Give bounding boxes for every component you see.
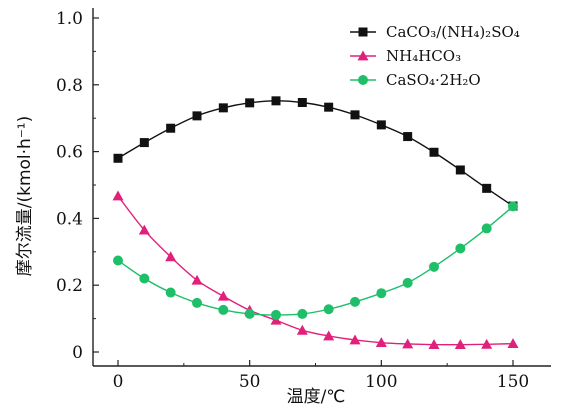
data-point — [165, 287, 176, 298]
data-point — [481, 338, 493, 349]
data-point — [324, 102, 334, 112]
data-point — [349, 334, 361, 345]
y-tick-label: 0.2 — [56, 276, 83, 296]
data-point — [218, 304, 229, 315]
data-point — [481, 223, 492, 234]
y-tick-label: 1.0 — [56, 9, 83, 29]
series-line — [117, 195, 514, 346]
data-point — [428, 339, 440, 350]
series-line — [117, 205, 514, 316]
data-point — [271, 309, 281, 320]
data-point — [507, 338, 519, 349]
data-point — [455, 243, 466, 254]
data-point — [375, 337, 387, 348]
x-tick-label: 0 — [113, 372, 124, 392]
data-point — [192, 297, 202, 308]
data-point — [191, 274, 203, 285]
series-layer — [112, 96, 519, 350]
data-point — [482, 183, 492, 193]
data-point — [218, 103, 228, 113]
data-point — [402, 277, 413, 288]
data-point — [323, 330, 335, 341]
data-point — [350, 110, 360, 120]
y-tick-label: 0.6 — [56, 143, 83, 163]
data-point — [112, 190, 124, 201]
x-axis-title: 温度/℃ — [287, 387, 346, 407]
data-point — [244, 308, 255, 319]
legend-label: CaSO₄·2H₂O — [386, 71, 481, 89]
data-point — [350, 296, 360, 307]
data-point — [192, 111, 202, 121]
legend-marker — [358, 75, 368, 85]
data-point — [139, 273, 150, 284]
series-circle — [113, 201, 518, 320]
series-line — [117, 100, 514, 207]
data-point — [113, 255, 123, 266]
data-point — [323, 304, 334, 315]
data-point — [429, 147, 439, 157]
legend-marker — [358, 27, 368, 37]
legend-marker — [357, 50, 369, 61]
axes: 0 0.2 0.4 0.6 0.8 1.0 0 50 100 150 — [56, 8, 551, 392]
y-tick-label: 0.8 — [56, 76, 83, 96]
data-point — [454, 339, 466, 350]
x-tick-label: 150 — [497, 372, 529, 392]
y-tick-label: 0.4 — [56, 209, 83, 229]
data-point — [429, 261, 439, 272]
data-point — [297, 308, 308, 319]
data-point — [113, 153, 123, 163]
data-point — [138, 224, 150, 235]
data-point — [455, 165, 465, 175]
data-point — [296, 324, 308, 335]
data-point — [403, 132, 413, 142]
data-point — [508, 201, 518, 212]
y-tick-label: 0 — [72, 343, 83, 363]
data-point — [139, 138, 149, 148]
data-point — [402, 338, 414, 349]
data-point — [166, 123, 176, 133]
data-point — [376, 120, 386, 130]
legend: CaCO₃/(NH₄)₂SO₄ NH₄HCO₃ CaSO₄·2H₂O — [350, 23, 520, 89]
y-axis-title: 摩尔流量/(kmol·h⁻¹) — [15, 116, 35, 277]
data-point — [217, 290, 229, 301]
data-point — [165, 251, 177, 262]
legend-label: CaCO₃/(NH₄)₂SO₄ — [386, 23, 520, 41]
x-tick-label: 50 — [239, 372, 261, 392]
legend-label: NH₄HCO₃ — [386, 47, 461, 65]
data-point — [245, 98, 255, 108]
x-tick-label: 100 — [365, 372, 397, 392]
data-point — [271, 96, 281, 106]
data-point — [297, 98, 307, 108]
data-point — [376, 288, 387, 299]
